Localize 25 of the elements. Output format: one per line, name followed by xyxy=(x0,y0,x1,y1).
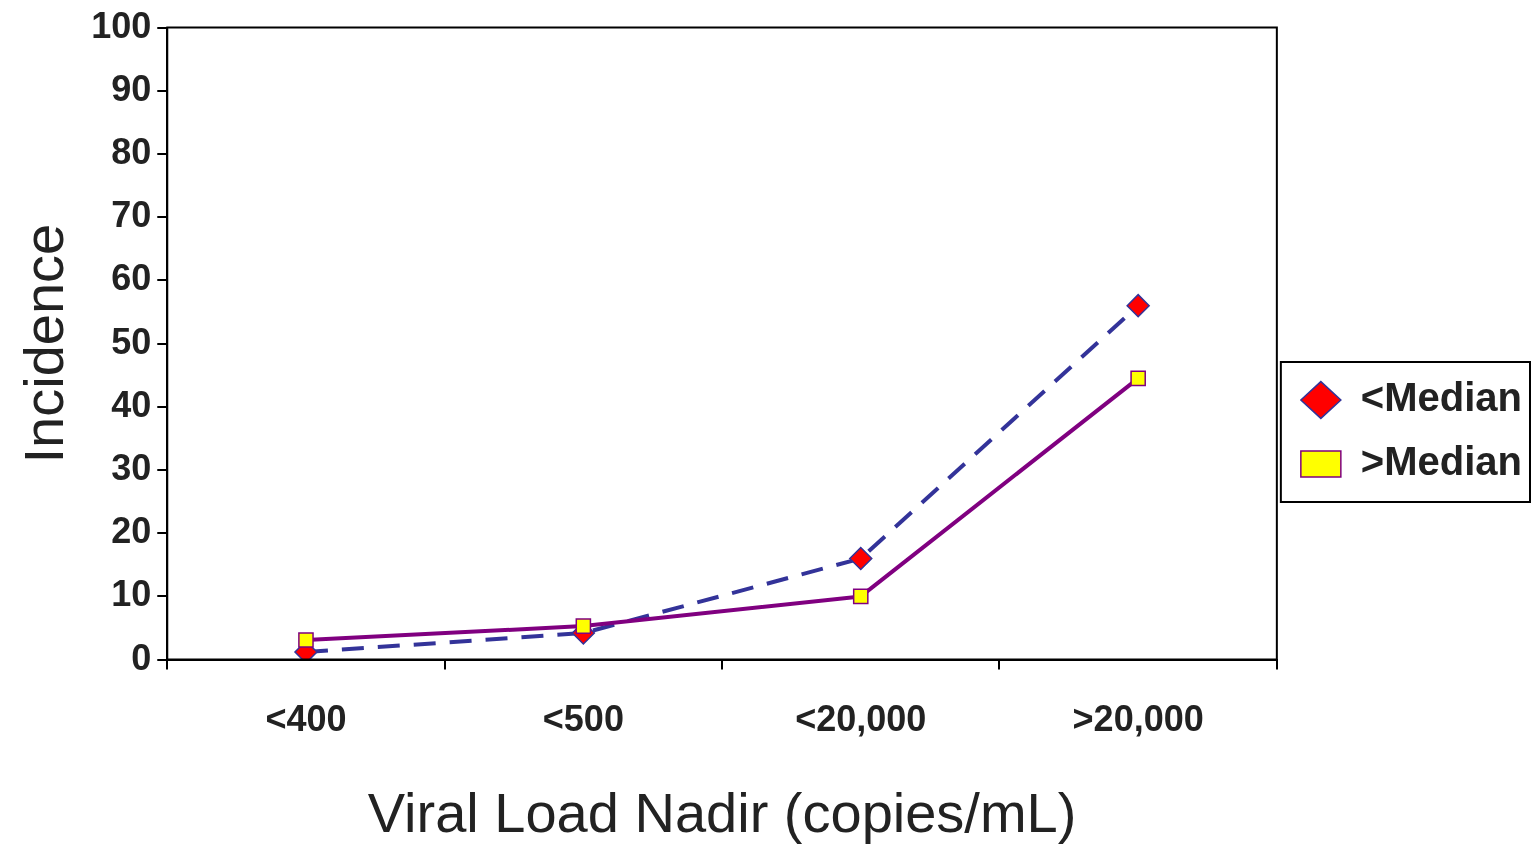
y-tick-label: 40 xyxy=(111,383,152,425)
point xyxy=(852,588,869,605)
y-tick-label: 50 xyxy=(111,320,152,362)
legend-label: >Median xyxy=(1360,439,1522,484)
x-tick-label: >20,000 xyxy=(1072,698,1204,740)
point xyxy=(1130,370,1146,387)
y-tick-label: 100 xyxy=(91,4,152,46)
y-tick-label: 60 xyxy=(111,257,152,299)
x-tick-label: <400 xyxy=(265,698,347,740)
x-tick-label: <500 xyxy=(542,698,624,740)
point xyxy=(849,546,873,571)
y-tick-label: 70 xyxy=(111,194,152,236)
y-tick-label: 80 xyxy=(111,130,152,172)
point xyxy=(298,632,314,648)
point xyxy=(1126,293,1150,318)
y-tick-label: 20 xyxy=(111,510,152,552)
y-axis-title: Incidence xyxy=(12,223,76,464)
point xyxy=(575,618,592,634)
y-tick-label: 0 xyxy=(131,636,152,678)
y-tick-label: 90 xyxy=(111,67,152,109)
y-tick-label: 30 xyxy=(111,446,152,488)
legend-label: <Median xyxy=(1360,375,1522,420)
x-axis-title: Viral Load Nadir (copies/mL) xyxy=(367,780,1077,844)
y-tick-label: 10 xyxy=(111,573,152,615)
x-tick-label: <20,000 xyxy=(795,698,927,740)
